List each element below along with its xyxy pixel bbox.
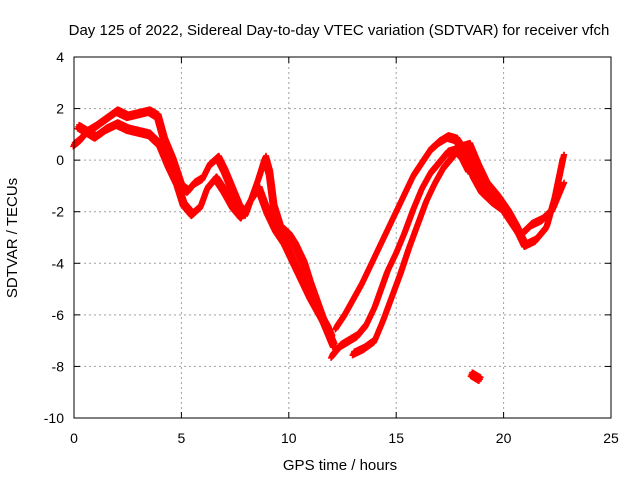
y-tick-label: 0 xyxy=(56,152,64,168)
tick-labels: 0 5 10 15 20 25 -10 -8 -6 -4 -2 0 2 4 xyxy=(44,49,619,446)
series-markers xyxy=(74,119,336,343)
chart-title: Day 125 of 2022, Sidereal Day-to-day VTE… xyxy=(69,22,610,39)
y-axis-label: SDTVAR / TECUs xyxy=(4,178,21,298)
x-tick-label: 25 xyxy=(603,430,619,446)
y-tick-label: -4 xyxy=(52,255,65,271)
series-track-2 xyxy=(74,119,336,343)
x-axis-label: GPS time / hours xyxy=(283,457,397,474)
ticks xyxy=(73,56,612,419)
x-tick-label: 5 xyxy=(178,430,186,446)
x-tick-label: 20 xyxy=(496,430,512,446)
grid xyxy=(74,57,611,418)
y-tick-label: 4 xyxy=(56,49,64,65)
series-markers xyxy=(349,139,568,359)
y-tick-label: -2 xyxy=(52,204,65,220)
series-track-6 xyxy=(467,369,484,385)
plot-frame xyxy=(73,56,612,419)
y-tick-label: -10 xyxy=(44,410,64,426)
series-track-5 xyxy=(349,139,568,359)
x-tick-label: 10 xyxy=(281,430,297,446)
data-series xyxy=(70,106,568,385)
y-tick-label: -8 xyxy=(52,358,65,374)
y-tick-label: 2 xyxy=(56,101,64,117)
y-tick-label: -6 xyxy=(52,307,65,323)
x-tick-label: 15 xyxy=(388,430,404,446)
series-markers xyxy=(467,369,484,385)
x-tick-label: 0 xyxy=(70,430,78,446)
